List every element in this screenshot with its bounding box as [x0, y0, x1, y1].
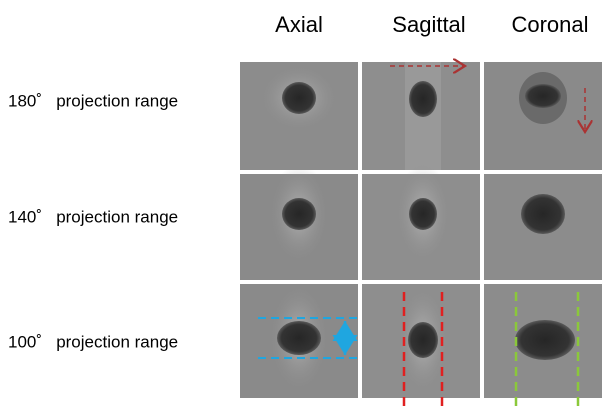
row-label: 140˚ projection range	[8, 207, 178, 226]
blob	[282, 198, 316, 230]
blob	[525, 84, 561, 108]
blob	[521, 194, 565, 234]
column-header: Sagittal	[392, 12, 465, 37]
row-label: 180˚ projection range	[8, 91, 178, 110]
blob	[282, 82, 316, 114]
blob	[409, 81, 437, 117]
blob	[515, 320, 575, 360]
image-grid	[240, 62, 602, 408]
blob	[277, 321, 321, 355]
column-header: Axial	[275, 12, 323, 37]
figure: Axial Sagittal Coronal 180˚ projection ran…	[0, 0, 605, 408]
row-label: 100˚ projection range	[8, 332, 178, 351]
blob	[408, 322, 438, 358]
column-header: Coronal	[511, 12, 588, 37]
blob	[409, 198, 437, 230]
